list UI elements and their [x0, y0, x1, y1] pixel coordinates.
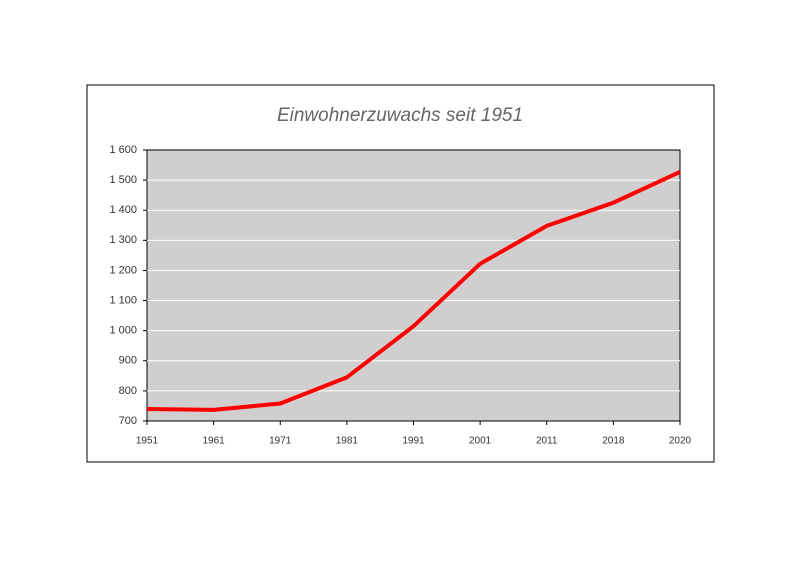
y-tick-label: 900: [119, 355, 137, 367]
y-tick-label: 800: [119, 385, 137, 397]
y-tick-label: 1 200: [109, 264, 137, 276]
x-tick-label: 2001: [469, 436, 492, 447]
y-tick-label: 1 000: [109, 325, 137, 337]
x-tick-label: 2020: [669, 436, 692, 447]
y-tick-label: 700: [119, 415, 137, 427]
x-tick-label: 1951: [136, 436, 159, 447]
data-line: [146, 170, 681, 412]
chart-title: Einwohnerzuwachs seit 1951: [277, 105, 523, 126]
y-tick-label: 1 400: [109, 204, 137, 216]
x-tick-label: 2011: [536, 436, 558, 447]
x-tick-label: 2018: [602, 436, 625, 447]
x-tick-label: 1991: [402, 436, 425, 447]
y-tick-label: 1 300: [109, 234, 137, 246]
y-tick-label: 1 500: [109, 174, 137, 186]
y-tick-label: 1 600: [109, 144, 137, 156]
x-tick-label: 1981: [336, 436, 359, 447]
plot-area: [146, 149, 681, 422]
y-tick-label: 1 100: [109, 294, 137, 306]
x-tick-label: 1971: [269, 436, 292, 447]
x-tick-label: 1961: [203, 436, 226, 447]
